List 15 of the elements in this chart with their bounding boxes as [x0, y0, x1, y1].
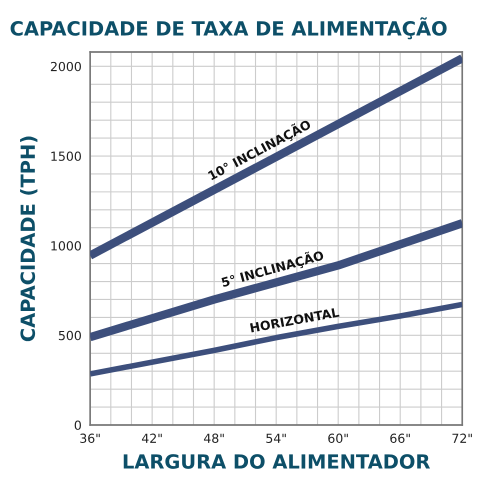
x-tick-label: 48": [204, 434, 224, 444]
y-tick-label: 0: [74, 420, 81, 430]
chart-title: CAPACIDADE DE TAXA DE ALIMENTAÇÃO: [10, 17, 447, 40]
y-tick-label: 2000: [50, 62, 81, 72]
x-tick-label: 42": [142, 434, 162, 443]
x-tick-label: 72": [452, 434, 472, 443]
x-tick-label: 54": [266, 434, 286, 444]
x-tick-label: 60": [328, 434, 348, 444]
y-tick-label: 1500: [51, 151, 81, 161]
x-tick-label: 66": [390, 434, 410, 444]
x-axis-title: LARGURA DO ALIMENTADOR: [124, 454, 430, 469]
y-tick-label: 500: [58, 330, 81, 340]
x-tick-label: 36": [80, 434, 100, 444]
y-tick-label: 1000: [51, 241, 81, 251]
y-axis-title: CAPACIDADE (TPH): [20, 136, 38, 342]
